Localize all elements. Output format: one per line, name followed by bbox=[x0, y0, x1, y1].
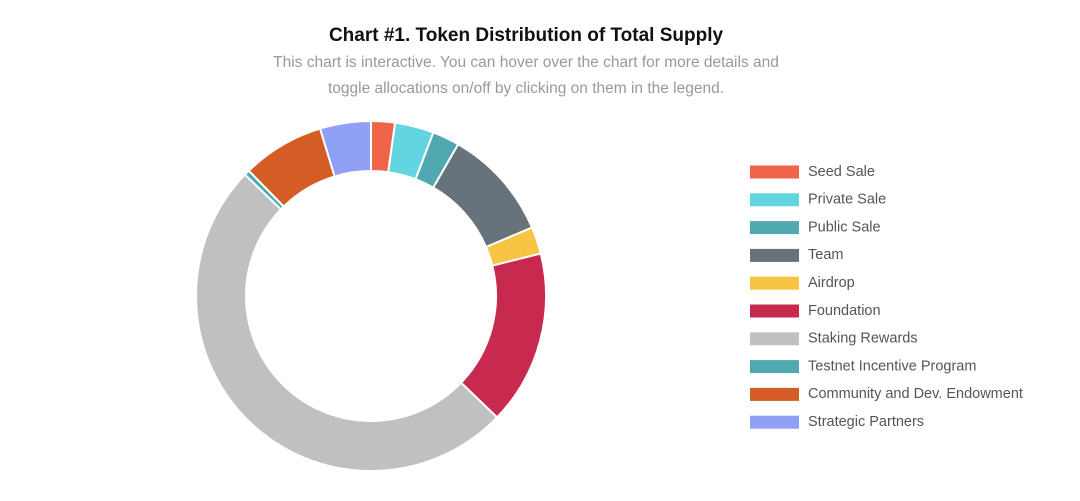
chart-title: Chart #1. Token Distribution of Total Su… bbox=[329, 25, 724, 46]
legend-label[interactable]: Private Sale bbox=[808, 192, 886, 208]
donut-segment[interactable] bbox=[318, 119, 372, 178]
legend-label[interactable]: Community and Dev. Endowment bbox=[808, 386, 1023, 402]
legend-label[interactable]: Staking Rewards bbox=[808, 331, 918, 347]
legend-label[interactable]: Team bbox=[808, 247, 843, 263]
legend-swatch[interactable] bbox=[750, 165, 799, 179]
legend-swatch[interactable] bbox=[750, 193, 799, 207]
legend-swatch[interactable] bbox=[750, 221, 799, 235]
donut-segment[interactable] bbox=[195, 173, 499, 472]
legend-swatch[interactable] bbox=[750, 415, 799, 429]
legend-swatch[interactable] bbox=[750, 332, 799, 346]
legend-swatch[interactable] bbox=[750, 276, 799, 290]
legend-swatch[interactable] bbox=[750, 248, 799, 262]
legend-swatch[interactable] bbox=[750, 304, 799, 318]
donut-segment[interactable] bbox=[459, 252, 547, 419]
legend-label[interactable]: Airdrop bbox=[808, 275, 855, 291]
legend-swatch[interactable] bbox=[750, 387, 799, 401]
chart-subtitle: This chart is interactive. You can hover… bbox=[273, 54, 779, 71]
legend-label[interactable]: Public Sale bbox=[808, 219, 881, 235]
chart-subtitle: toggle allocations on/off by clicking on… bbox=[328, 80, 724, 97]
legend-label[interactable]: Strategic Partners bbox=[808, 414, 924, 430]
legend-label[interactable]: Foundation bbox=[808, 303, 881, 319]
legend-swatch[interactable] bbox=[750, 360, 799, 374]
legend-label[interactable]: Testnet Incentive Program bbox=[808, 358, 976, 374]
legend-label[interactable]: Seed Sale bbox=[808, 164, 875, 180]
